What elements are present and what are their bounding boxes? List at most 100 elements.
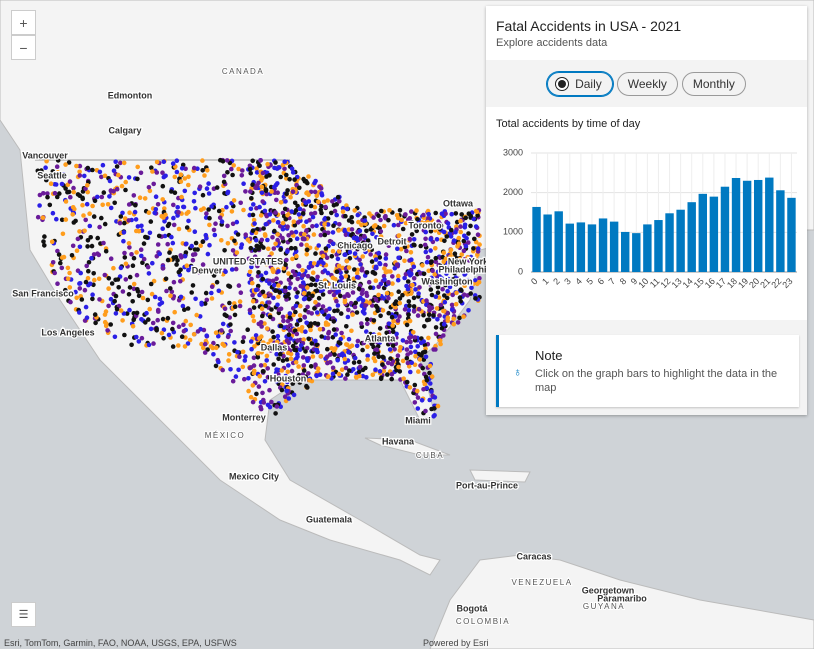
accident-point [437, 313, 442, 318]
toggle[interactable]: Monthly [681, 71, 746, 96]
accident-point [365, 321, 370, 327]
bar [720, 186, 730, 272]
accident-point [108, 256, 114, 262]
map-label: Los Angeles [41, 327, 94, 337]
accident-point [126, 202, 132, 207]
accident-point [346, 265, 352, 270]
toggle[interactable]: Weekly [616, 71, 678, 96]
accident-point [63, 287, 68, 293]
accident-point [193, 240, 199, 246]
map-label: Monterrey [222, 412, 266, 422]
accident-point [152, 294, 158, 300]
accident-point [202, 341, 208, 347]
accident-point [304, 242, 310, 248]
accident-point [265, 259, 270, 265]
accident-point [423, 249, 429, 255]
accident-point [418, 243, 424, 249]
accident-point [292, 272, 298, 278]
accident-point [461, 248, 467, 254]
accident-point [325, 230, 331, 236]
accident-point [153, 207, 159, 212]
accident-point [293, 303, 299, 309]
accident-point [423, 354, 429, 360]
accident-point [118, 265, 124, 271]
accident-point [408, 250, 414, 255]
accident-point [179, 334, 185, 340]
accident-point [433, 246, 438, 251]
accident-point [319, 210, 324, 216]
accident-point [309, 276, 315, 281]
accident-point [411, 330, 416, 335]
accident-point [376, 332, 382, 337]
accident-point [405, 286, 411, 292]
map-label: Paramaribo [597, 593, 647, 603]
accident-point [162, 233, 168, 239]
accident-point [172, 190, 178, 195]
accident-point [86, 260, 92, 265]
accident-point [165, 241, 170, 247]
accident-point [114, 219, 119, 224]
accident-point [269, 251, 274, 256]
accident-point [305, 273, 311, 279]
accident-point [74, 295, 79, 301]
accident-point [469, 285, 474, 291]
accident-point [475, 246, 481, 251]
accident-point [409, 232, 415, 237]
accident-point [201, 345, 206, 351]
accident-point [50, 210, 56, 216]
accident-point [191, 165, 197, 171]
accident-point [346, 278, 352, 283]
accident-point [357, 364, 363, 370]
accident-point [189, 243, 194, 249]
accident-point [264, 326, 270, 331]
accident-point [90, 296, 95, 302]
zoom-in[interactable]: + [11, 10, 36, 35]
accident-point [116, 285, 121, 290]
x-tick-label: 1 [540, 276, 551, 287]
accident-point [285, 212, 290, 218]
accident-point [335, 357, 341, 363]
accident-point [190, 257, 196, 263]
toggle-label: Daily [575, 76, 602, 91]
accident-point [262, 379, 268, 384]
accident-point [262, 362, 268, 368]
accident-point [355, 246, 360, 251]
accident-point [265, 237, 270, 243]
accident-point [258, 158, 264, 163]
zoom-out[interactable]: − [11, 35, 36, 60]
accident-point [466, 308, 471, 313]
legend-button[interactable]: ☰ [11, 602, 36, 627]
accident-point [300, 372, 306, 377]
accident-point [385, 269, 391, 274]
accident-point [290, 343, 296, 349]
accident-point [441, 250, 447, 255]
accident-point [421, 339, 427, 344]
accident-point [320, 253, 326, 259]
accident-point [396, 364, 401, 370]
accident-point [335, 256, 341, 262]
accident-point [271, 218, 276, 223]
accident-point [204, 211, 209, 216]
accident-point [284, 357, 290, 362]
accident-point [241, 181, 246, 186]
accident-point [420, 263, 425, 268]
accident-point [467, 267, 473, 273]
accident-point [178, 294, 184, 300]
accident-point [41, 239, 46, 244]
accident-point [270, 329, 275, 334]
accident-point [252, 344, 257, 349]
accident-point [275, 220, 281, 225]
accident-point [385, 372, 390, 377]
accident-point [237, 354, 242, 360]
accident-point [138, 247, 144, 252]
map-label: CANADA [222, 67, 264, 76]
accident-point [101, 240, 106, 246]
accident-point [85, 238, 91, 243]
toggle[interactable]: Daily [547, 71, 613, 96]
accident-point [284, 388, 290, 394]
accident-point [111, 265, 116, 271]
accident-point [458, 287, 464, 293]
accident-point [156, 309, 161, 314]
accident-point [259, 306, 265, 312]
accident-point [265, 366, 271, 371]
